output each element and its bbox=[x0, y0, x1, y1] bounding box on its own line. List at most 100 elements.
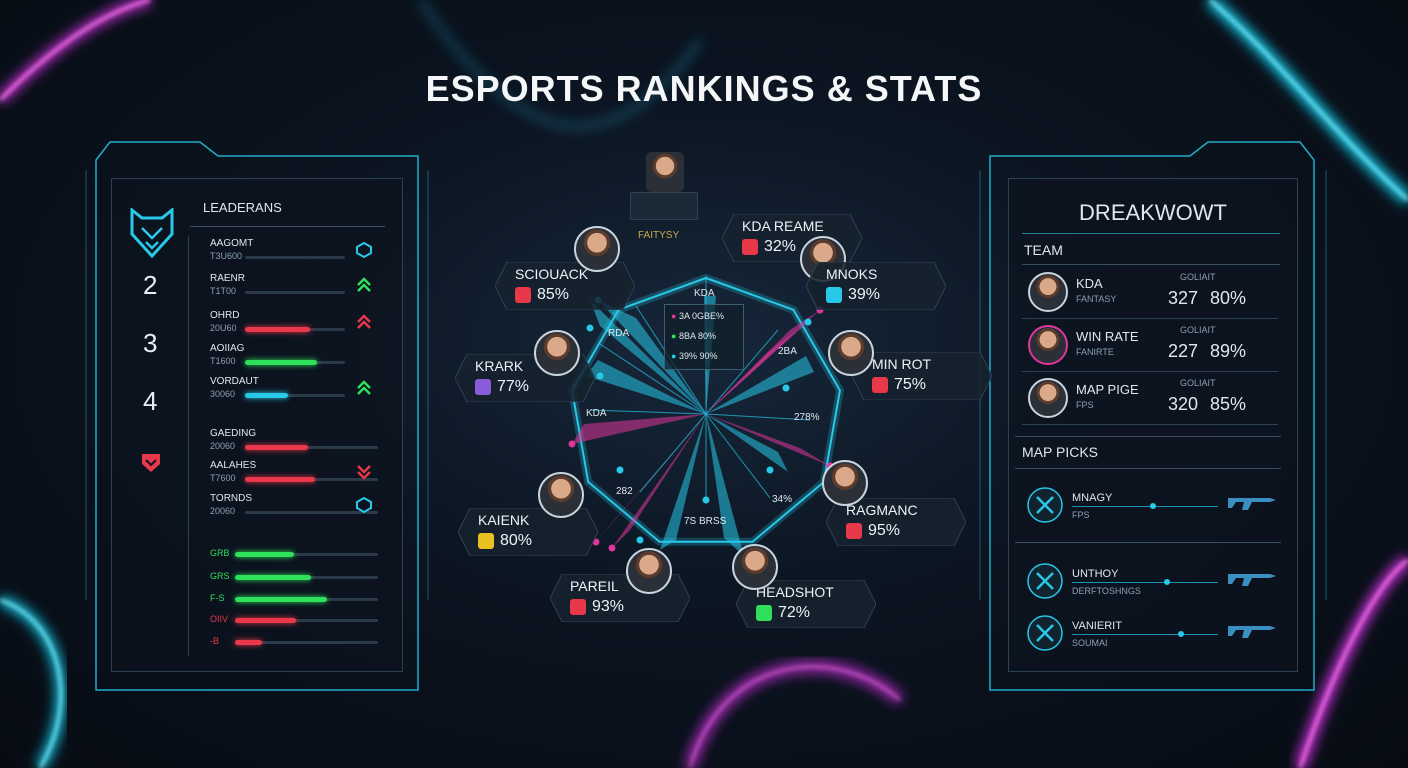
player-card[interactable]: MIN ROT 75% bbox=[852, 352, 992, 400]
radar-dot bbox=[596, 372, 604, 380]
team-stat-sub: FANIRTE bbox=[1076, 347, 1114, 357]
team-badge-icon bbox=[475, 379, 491, 395]
chevron-up-green-icon bbox=[357, 277, 371, 292]
player-card[interactable]: RAGMANC 95% bbox=[826, 498, 966, 546]
player-avatar[interactable] bbox=[534, 330, 580, 376]
leaderboard-row[interactable]: TORNDS 20060 bbox=[205, 493, 385, 521]
team-stat-value: 327 bbox=[1168, 288, 1199, 308]
radar-spoke bbox=[639, 413, 707, 493]
mini-stat-fill bbox=[235, 640, 263, 645]
radar-spoke bbox=[599, 343, 707, 415]
player-avatar[interactable] bbox=[822, 460, 868, 506]
mini-stat-row: GRS bbox=[210, 571, 380, 585]
rank-number: 3 bbox=[143, 328, 158, 358]
hex-badge-icon bbox=[356, 497, 372, 513]
player-name: RAENR bbox=[210, 273, 246, 284]
radar-spike bbox=[706, 414, 788, 472]
legend-row: ● 3A 0GBE% bbox=[671, 311, 724, 321]
team-badge-icon bbox=[742, 239, 758, 255]
player-card-name: SCIOUACK bbox=[515, 266, 589, 282]
leaderboard-row[interactable]: GAEDING 20060 bbox=[205, 428, 385, 456]
map-name: UNTHOY bbox=[1072, 568, 1119, 580]
radar-spike bbox=[660, 414, 706, 550]
player-card[interactable]: SCIOUACK 85% bbox=[495, 262, 635, 310]
mini-stat-label: OIIV bbox=[210, 614, 229, 624]
mini-stat-fill bbox=[235, 597, 327, 602]
leaderboard-row[interactable]: OHRD 20U60 bbox=[205, 310, 385, 338]
radar-dot bbox=[616, 466, 624, 474]
team-stat-row[interactable]: WIN RATE FANIRTE GOLIAIT 227 89% bbox=[1022, 321, 1278, 372]
mini-stat-label: -B bbox=[210, 636, 219, 646]
player-avatar[interactable] bbox=[538, 472, 584, 518]
breakdown-header: DREAKWOWT bbox=[1079, 200, 1227, 225]
leaderboard-row[interactable]: VORDAUT 30060 bbox=[205, 376, 385, 404]
leaderboard-row[interactable]: AALAHES T7600 bbox=[205, 460, 385, 488]
leaderboard-row[interactable]: AAGOMT T3U600 bbox=[205, 238, 385, 266]
player-avatar[interactable] bbox=[626, 548, 672, 594]
radar-axis-label: RDA bbox=[608, 328, 630, 339]
rifle-icon bbox=[1228, 574, 1276, 586]
progress-fill bbox=[245, 393, 288, 398]
legend-row: ● 8BA 80% bbox=[671, 331, 716, 341]
player-card-name: RAGMANC bbox=[846, 502, 918, 518]
team-badge-icon bbox=[478, 533, 494, 549]
player-card[interactable]: HEADSHOT 72% bbox=[736, 580, 876, 628]
header-divider bbox=[190, 226, 385, 227]
team-avatar bbox=[1028, 272, 1068, 312]
progress-fill bbox=[245, 477, 316, 482]
map-track-dot bbox=[1150, 503, 1156, 509]
map-pick-row[interactable]: MNAGY FPS bbox=[1022, 484, 1278, 526]
team-label: TEAM bbox=[1024, 242, 1063, 258]
team-col-label: GOLIAIT bbox=[1180, 272, 1216, 282]
progress-fill bbox=[245, 327, 310, 332]
progress-track bbox=[245, 327, 345, 332]
player-card[interactable]: KAIENK 80% bbox=[458, 508, 598, 556]
mini-stat-row: F-S bbox=[210, 593, 380, 607]
mini-stat-row: -B bbox=[210, 636, 380, 650]
radar-axis-label: KDA bbox=[586, 408, 607, 419]
radar-axis-label: KDA bbox=[694, 288, 715, 299]
player-card-pct: 80% bbox=[500, 532, 533, 549]
player-card-name: MIN ROT bbox=[872, 356, 932, 372]
player-avatar[interactable] bbox=[732, 544, 778, 590]
top-player-avatar[interactable] bbox=[646, 152, 684, 192]
radar-axis-label: 34% bbox=[772, 494, 793, 505]
map-divider-bottom bbox=[1015, 468, 1281, 469]
top-player-plate bbox=[630, 192, 698, 220]
player-card[interactable]: MNOKS 39% bbox=[806, 262, 946, 310]
leaderboard-header: LEADERANS bbox=[203, 200, 282, 215]
mini-stat-label: GRB bbox=[210, 548, 230, 558]
radar-outline bbox=[571, 276, 841, 543]
map-picks-label: MAP PICKS bbox=[1022, 444, 1098, 460]
team-stat-name: KDA bbox=[1076, 276, 1103, 291]
player-sub: 20060 bbox=[210, 441, 236, 451]
legend-text: 8BA 80% bbox=[678, 331, 716, 341]
player-name: AAGOMT bbox=[210, 238, 254, 249]
mini-stat-track bbox=[235, 552, 378, 557]
radar-spike bbox=[706, 414, 830, 466]
team-stat-row[interactable]: MAP PIGE FPS GOLIAIT 320 85% bbox=[1022, 374, 1278, 425]
player-avatar[interactable] bbox=[574, 226, 620, 272]
progress-track bbox=[245, 477, 378, 482]
rank-number: 2 bbox=[143, 270, 158, 300]
map-divider-top bbox=[1015, 436, 1281, 437]
map-name: VANIERIT bbox=[1072, 620, 1122, 632]
chevron-down-red-icon bbox=[142, 454, 160, 472]
map-track-dot bbox=[1178, 631, 1184, 637]
leaderboard-row[interactable]: AOIIAG T1600 bbox=[205, 343, 385, 371]
player-sub: T1600 bbox=[210, 356, 236, 366]
player-card-name: KRARK bbox=[475, 358, 524, 374]
player-avatar[interactable] bbox=[828, 330, 874, 376]
radar-spike bbox=[612, 414, 706, 548]
map-sub: FPS bbox=[1072, 510, 1090, 520]
player-name: AALAHES bbox=[210, 460, 257, 471]
map-pick-row[interactable]: UNTHOY DERFTOSHNGS bbox=[1022, 560, 1278, 602]
player-card-pct: 95% bbox=[868, 522, 901, 539]
team-stat-row[interactable]: KDA FANTASY GOLIAIT 327 80% bbox=[1022, 268, 1278, 319]
map-pick-row[interactable]: VANIERIT SOUMAI bbox=[1022, 612, 1278, 654]
player-card-pct: 39% bbox=[848, 286, 881, 303]
leaderboard-row[interactable]: RAENR T1T00 bbox=[205, 273, 385, 301]
team-divider bbox=[1022, 264, 1280, 265]
player-card-pct: 85% bbox=[537, 286, 570, 303]
radar-dot bbox=[636, 536, 644, 544]
